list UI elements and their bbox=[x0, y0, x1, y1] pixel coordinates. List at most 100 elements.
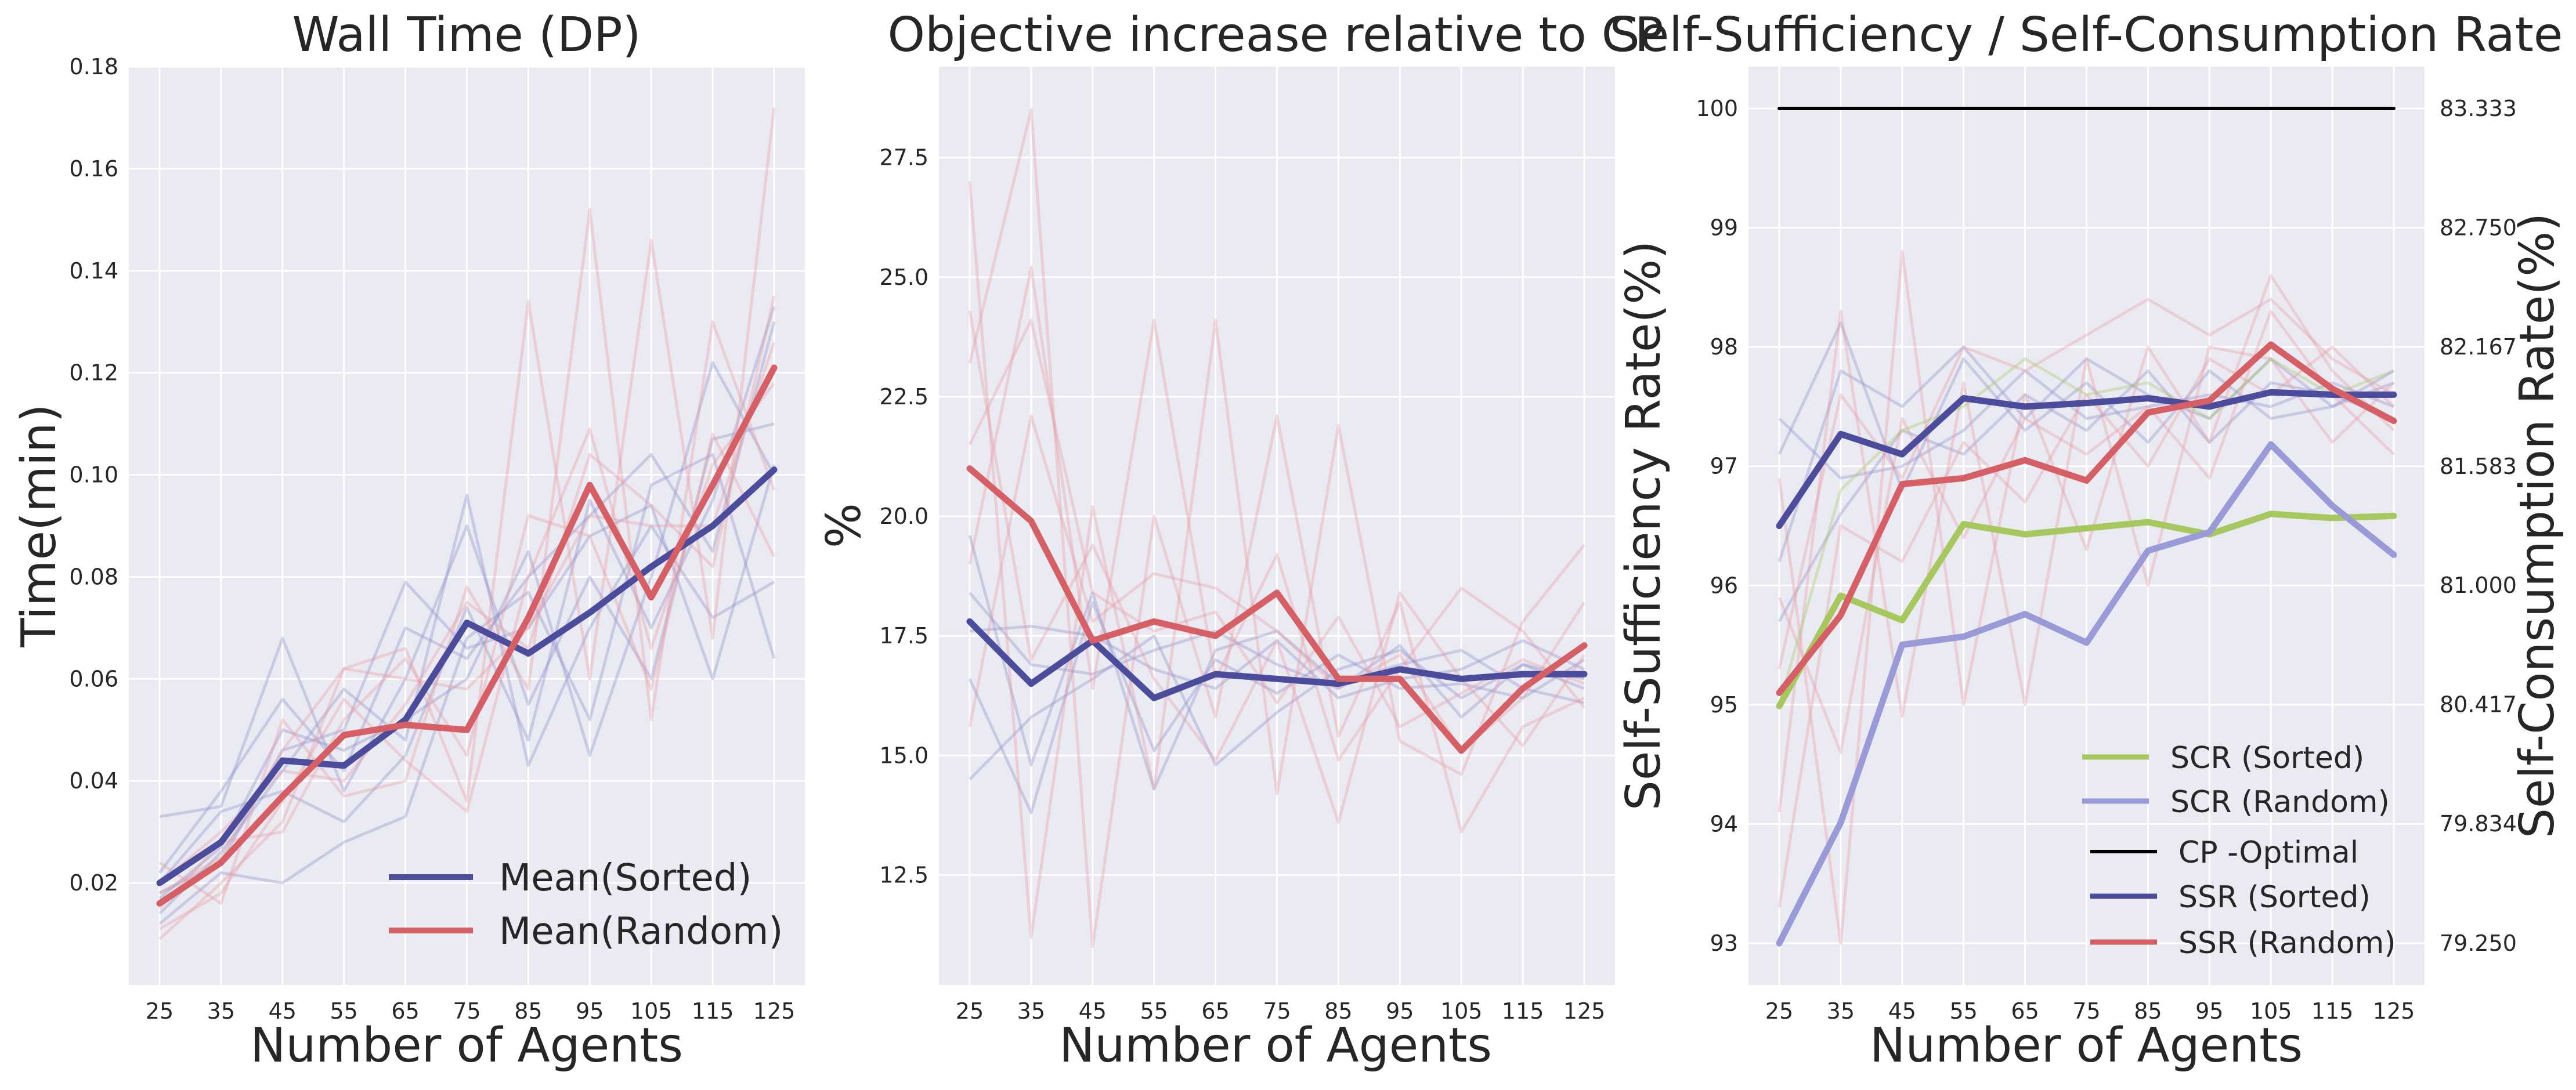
legend-label-ssr-random: SSR (Random) bbox=[2178, 926, 2396, 961]
wall-time-ticks: 25 35 45 55 65 75 85 95 105 115 125 0.02 0.04 0.06 0.0… bbox=[69, 54, 795, 1024]
legend-label-scr-random: SCR (Random) bbox=[2170, 785, 2390, 820]
self-sufficiency-run-line-8 bbox=[1777, 345, 2395, 908]
self-sufficiency-run-line-4 bbox=[1778, 369, 2394, 480]
objective-run-line-10 bbox=[968, 318, 1585, 729]
self-sufficiency-y-tick-label: 93 bbox=[1710, 930, 1738, 956]
self-sufficiency-y2-tick-label: 82.750 bbox=[2440, 215, 2517, 240]
self-sufficiency-series-scr-random bbox=[1776, 441, 2397, 947]
wall-time-y-tick-label: 0.18 bbox=[69, 54, 118, 79]
self-sufficiency-y2-tick-label: 79.834 bbox=[2440, 811, 2517, 836]
wall-time-x-tick-label: 85 bbox=[514, 998, 542, 1024]
wall-time-y-tick-label: 0.14 bbox=[69, 258, 118, 284]
wall-time-run-line-1 bbox=[159, 422, 775, 819]
wall-time-series-mean-sorted bbox=[156, 466, 778, 886]
wall-time-x-tick-label: 55 bbox=[330, 998, 358, 1024]
self-sufficiency-run-line-5 bbox=[1777, 250, 2395, 945]
self-sufficiency-x-tick-label: 55 bbox=[1950, 998, 1978, 1024]
self-sufficiency-x-tick-label: 125 bbox=[2373, 998, 2415, 1024]
objective-run-line-1 bbox=[968, 535, 1585, 791]
wall-time-x-tick-label: 95 bbox=[576, 998, 604, 1024]
objective-mean-lines bbox=[966, 465, 1588, 754]
self-sufficiency-y-tick-label: 98 bbox=[1710, 334, 1738, 360]
self-sufficiency-run-line-6 bbox=[1777, 309, 2395, 813]
self-consumption-y-axis-label: Self-Consumption Rate(%) bbox=[2510, 213, 2565, 838]
wall-time-y-tick-label: 0.12 bbox=[69, 360, 118, 386]
objective-title: Objective increase relative to CP bbox=[887, 8, 1663, 63]
objective-run-line-7 bbox=[968, 108, 1585, 948]
wall-time-y-tick-label: 0.08 bbox=[69, 564, 118, 589]
self-sufficiency-y2-tick-label: 81.000 bbox=[2440, 573, 2517, 598]
self-sufficiency-x-tick-label: 115 bbox=[2311, 998, 2354, 1024]
wall-time-y-tick-label: 0.02 bbox=[69, 870, 118, 896]
self-sufficiency-x-tick-label: 85 bbox=[2134, 998, 2162, 1024]
self-sufficiency-x-tick-label: 45 bbox=[1888, 998, 1916, 1024]
self-sufficiency-run-line-1 bbox=[1777, 321, 2394, 492]
self-sufficiency-legend: SCR (Sorted) SCR (Random) CP -Optimal SS… bbox=[2082, 741, 2396, 961]
objective-x-tick-label: 115 bbox=[1502, 998, 1544, 1024]
wall-time-x-tick-label: 45 bbox=[269, 998, 297, 1024]
wall-time-x-tick-label: 25 bbox=[146, 998, 174, 1024]
self-sufficiency-y2-tick-label: 80.417 bbox=[2440, 692, 2517, 718]
objective-x-tick-label: 85 bbox=[1324, 998, 1352, 1024]
objective-grid bbox=[939, 67, 1615, 985]
objective-run-line-4 bbox=[968, 600, 1585, 814]
objective-series-mean-random bbox=[966, 465, 1588, 754]
legend-label-mean-random: Mean(Random) bbox=[499, 910, 783, 953]
objective-x-tick-label: 105 bbox=[1440, 998, 1483, 1024]
self-sufficiency-y-tick-label: 96 bbox=[1710, 573, 1738, 598]
objective-ticks: 25 35 45 55 65 75 85 95 105 115 125 12.5 15.0 17.5 20.… bbox=[879, 145, 1605, 1024]
wall-time-x-tick-label: 115 bbox=[692, 998, 734, 1024]
self-sufficiency-x-tick-label: 95 bbox=[2195, 998, 2223, 1024]
self-sufficiency-title: Self-Sufficiency / Self-Consumption Rate bbox=[1610, 8, 2563, 63]
objective-run-line-2 bbox=[969, 634, 1585, 781]
legend-label-mean-sorted: Mean(Sorted) bbox=[499, 857, 752, 900]
wall-time-run-line-12 bbox=[158, 382, 775, 930]
wall-time-y-axis-label: Time(min) bbox=[12, 404, 67, 647]
self-sufficiency-ticks: 25 35 45 55 65 75 85 95 105 115 125 93 94 95 96 97 98 99 1… bbox=[1696, 96, 2517, 1024]
wall-time-y-tick-label: 0.16 bbox=[69, 156, 118, 182]
objective-y-tick-label: 20.0 bbox=[879, 504, 928, 529]
objective-run-line-3 bbox=[969, 625, 1585, 700]
objective-x-tick-label: 75 bbox=[1263, 998, 1291, 1024]
objective-x-tick-label: 55 bbox=[1140, 998, 1168, 1024]
wall-time-x-axis-label: Number of Agents bbox=[250, 1018, 683, 1073]
wall-time-x-tick-label: 35 bbox=[207, 998, 235, 1024]
wall-time-x-tick-label: 65 bbox=[391, 998, 419, 1024]
wall-time-y-tick-label: 0.04 bbox=[69, 768, 118, 794]
wall-time-run-line-10 bbox=[158, 432, 776, 910]
objective-x-tick-label: 25 bbox=[956, 998, 984, 1024]
self-sufficiency-y-tick-label: 94 bbox=[1710, 811, 1738, 836]
self-sufficiency-x-tick-label: 25 bbox=[1765, 998, 1793, 1024]
objective-y-tick-label: 15.0 bbox=[879, 743, 928, 768]
objective-y-axis-label: % bbox=[816, 503, 872, 548]
wall-time-run-line-6 bbox=[158, 361, 776, 900]
self-sufficiency-series-ssr-random bbox=[1776, 341, 2397, 696]
self-sufficiency-x-axis-label: Number of Agents bbox=[1870, 1018, 2303, 1073]
objective-y-tick-label: 17.5 bbox=[879, 623, 928, 649]
wall-time-panel: Wall Time (DP) Number of Agents Time(min… bbox=[12, 8, 805, 1073]
self-sufficiency-series-ssr-sorted bbox=[1776, 389, 2397, 529]
self-sufficiency-run-line-2 bbox=[1777, 369, 2394, 622]
self-sufficiency-series-scr-sorted bbox=[1776, 510, 2397, 709]
self-sufficiency-x-tick-label: 65 bbox=[2011, 998, 2039, 1024]
objective-x-tick-label: 95 bbox=[1386, 998, 1414, 1024]
self-sufficiency-y-tick-label: 95 bbox=[1710, 692, 1738, 718]
self-sufficiency-y-axis-label: Self-Sufficiency Rate(%) bbox=[1616, 241, 1671, 810]
self-sufficiency-x-tick-label: 75 bbox=[2072, 998, 2100, 1024]
wall-time-x-tick-label: 75 bbox=[453, 998, 480, 1024]
wall-time-y-tick-label: 0.06 bbox=[69, 666, 118, 691]
objective-run-line-8 bbox=[968, 266, 1585, 762]
wall-time-series-mean-random bbox=[156, 364, 778, 907]
objective-x-tick-label: 45 bbox=[1079, 998, 1107, 1024]
objective-y-tick-label: 27.5 bbox=[879, 145, 928, 171]
wall-time-run-line-7 bbox=[158, 306, 776, 884]
wall-time-legend: Mean(Sorted) Mean(Random) bbox=[389, 857, 783, 953]
wall-time-run-line-8 bbox=[158, 107, 776, 940]
objective-x-axis-label: Number of Agents bbox=[1059, 1018, 1492, 1073]
wall-time-x-tick-label: 105 bbox=[630, 998, 673, 1024]
objective-increase-panel: Objective increase relative to CP Number… bbox=[816, 8, 1664, 1073]
objective-y-tick-label: 12.5 bbox=[879, 862, 928, 888]
self-sufficiency-y2-tick-label: 79.250 bbox=[2440, 930, 2517, 956]
wall-time-x-tick-label: 125 bbox=[753, 998, 796, 1024]
